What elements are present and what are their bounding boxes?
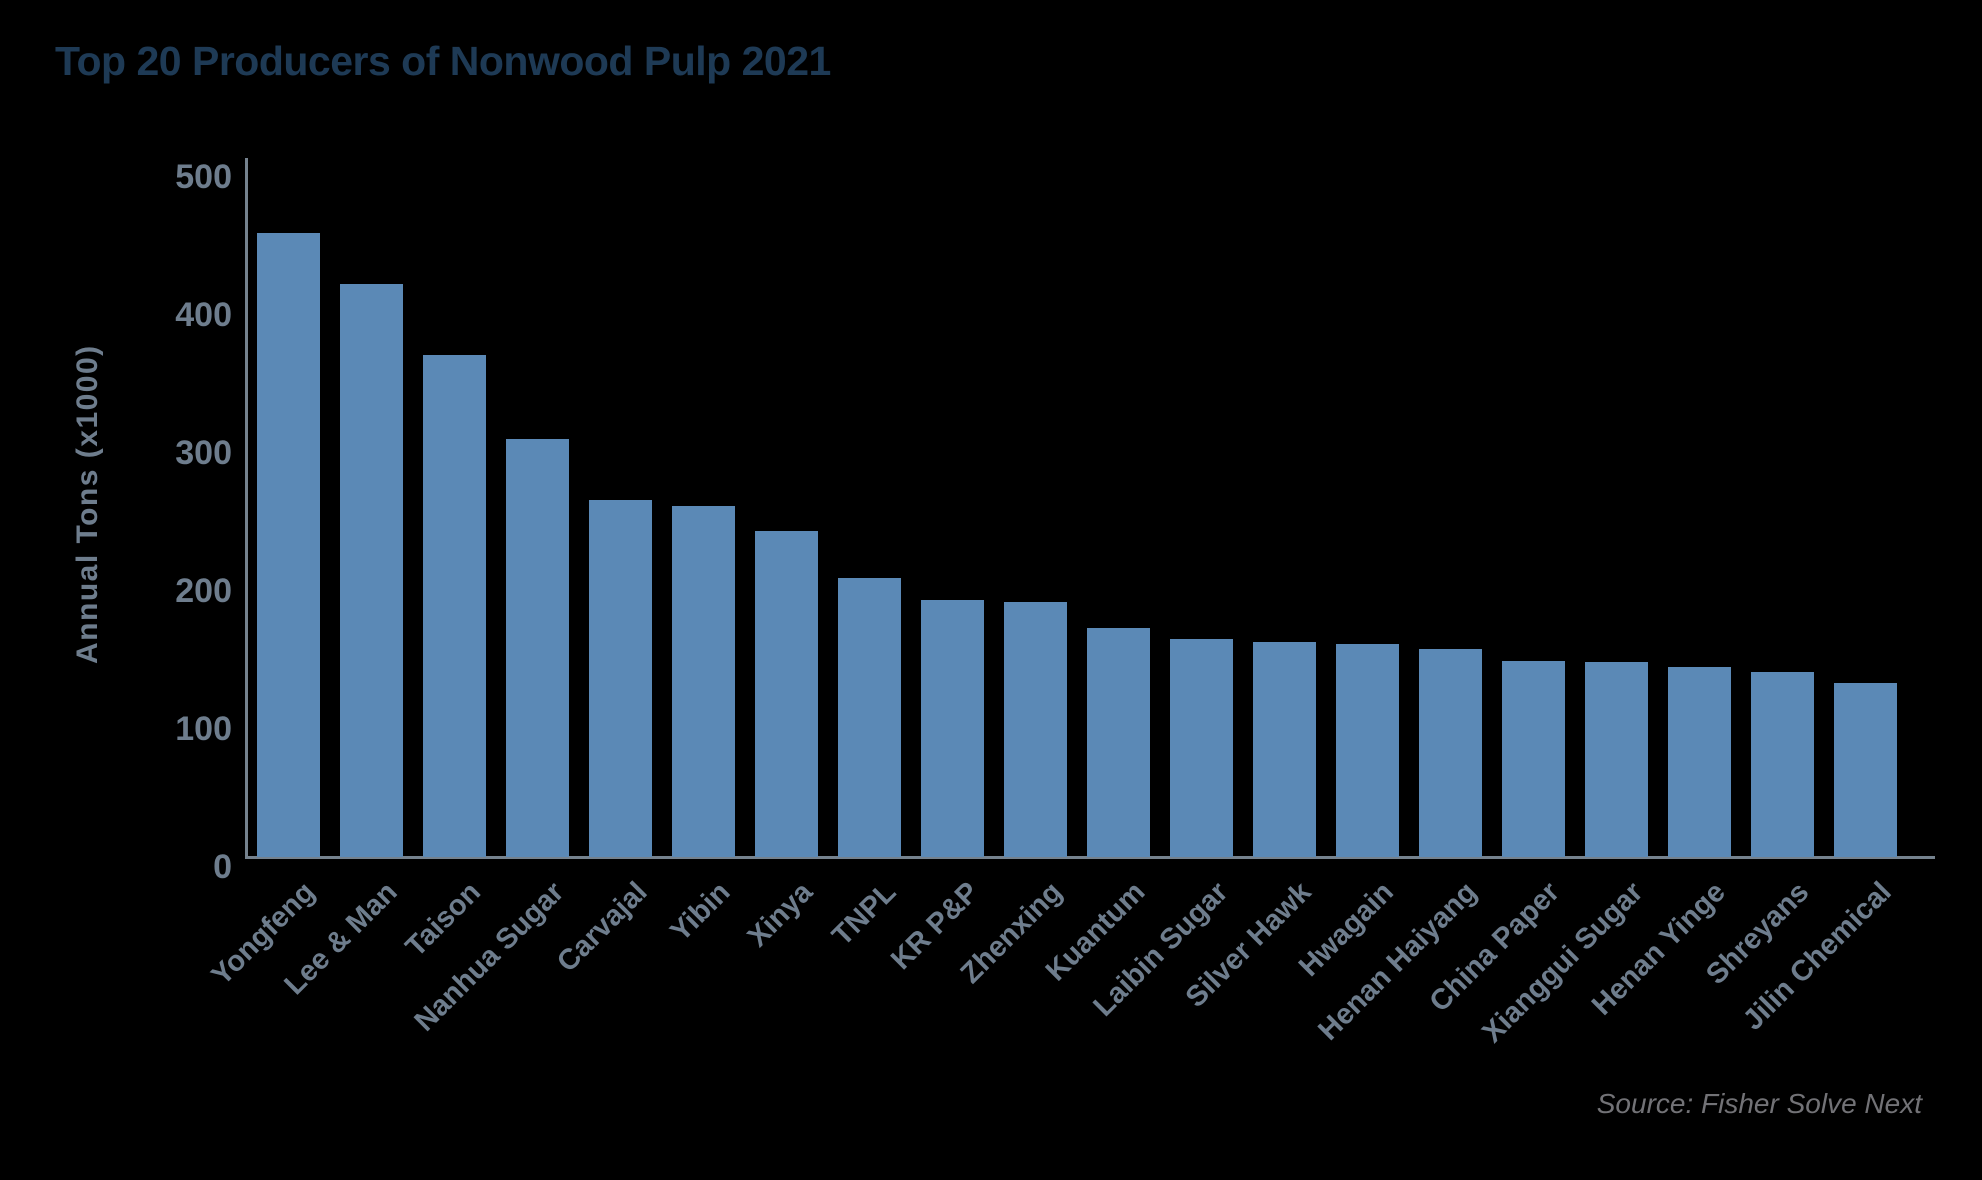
y-tick-label: 400 [175, 296, 232, 334]
x-tick-label: Yibin [664, 876, 737, 948]
bar [1336, 644, 1399, 857]
bar [1751, 672, 1814, 857]
bar [672, 506, 735, 857]
bar [1170, 638, 1233, 857]
x-tick-label: TNPL [825, 876, 903, 953]
bar [1585, 662, 1648, 857]
bar [423, 354, 486, 857]
bar [340, 284, 403, 857]
bar [1668, 666, 1731, 857]
bar [838, 578, 901, 857]
bar [1087, 627, 1150, 857]
bar [1253, 641, 1316, 857]
y-tick-label: 100 [175, 710, 232, 748]
bar [1419, 648, 1482, 857]
x-tick-label: Xinya [741, 876, 820, 954]
y-tick-label: 0 [213, 848, 232, 886]
bar [506, 438, 569, 857]
y-tick-label: 300 [175, 434, 232, 472]
y-tick-label: 200 [175, 572, 232, 610]
chart-title: Top 20 Producers of Nonwood Pulp 2021 [55, 38, 831, 84]
source-note: Source: Fisher Solve Next [1596, 1088, 1922, 1119]
x-tick-label: Carvajal [550, 876, 654, 979]
bar [1004, 601, 1067, 857]
bar [1834, 683, 1897, 857]
bar [755, 531, 818, 857]
x-tick-label: Jilin Chemical [1737, 876, 1899, 1037]
bar [257, 233, 320, 857]
x-axis-line [245, 856, 1935, 859]
x-tick-label: Nanhua Sugar [408, 876, 571, 1038]
y-axis-title: Annual Tons (x1000) [71, 344, 104, 664]
bar [589, 499, 652, 857]
y-axis-line [245, 158, 248, 858]
bar [1502, 661, 1565, 857]
bar [921, 600, 984, 857]
y-tick-label: 500 [175, 158, 232, 196]
